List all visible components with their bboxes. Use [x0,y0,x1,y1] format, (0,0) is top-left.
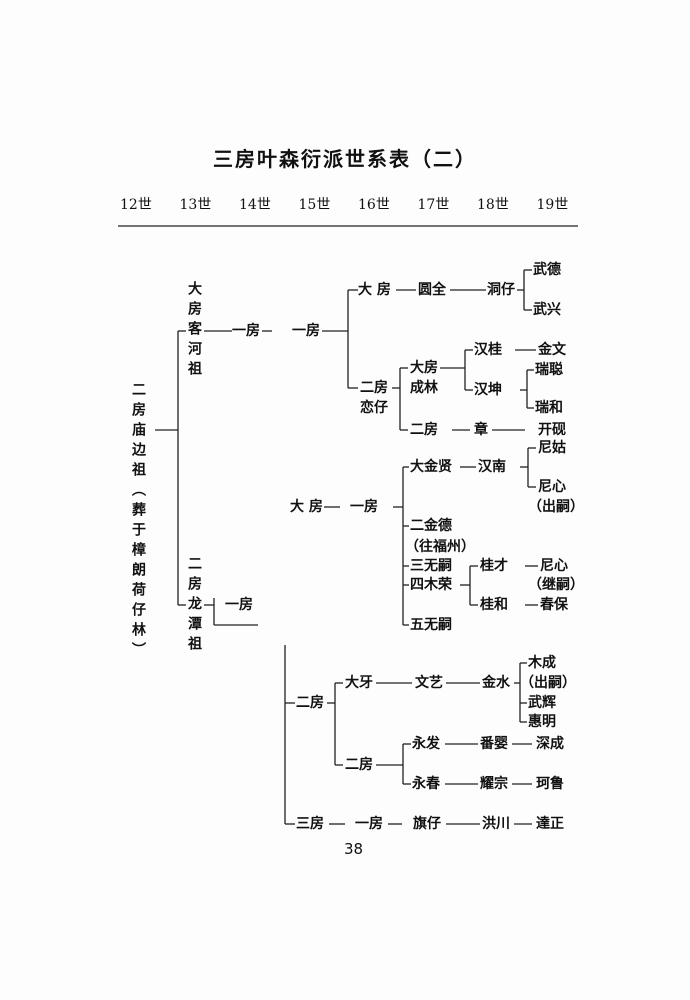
person-fanying: 番婴 [480,736,508,752]
generation-label: 13世 [179,197,212,213]
person-dafang-b: 大房 [410,360,438,376]
person-helu: 珂鲁 [536,776,564,792]
generation-label: 17世 [417,197,450,213]
person-hangui: 汉桂 [474,342,502,358]
person-erfang-a: 二房 [360,380,388,396]
person-root: 二房庙边祖（葬于樟朗荷仔林） [130,382,146,662]
person-mucheng: 木成 [528,655,556,671]
person-wangfuzhou: （往福州） [405,539,475,555]
person-erfang-d: 二房 [345,757,373,773]
person-wuxing: 武兴 [533,302,561,318]
person-wude: 武德 [533,262,561,278]
generation-label: 16世 [358,197,390,213]
person-erjinde: 二金德 [410,518,452,534]
person-jinwen: 金文 [538,342,566,358]
person-shencheng: 深成 [536,736,564,752]
person-yaozong: 耀宗 [480,776,508,792]
person-simurong: 四木荣 [410,577,452,593]
person-chusi-b: （出嗣） [520,675,576,691]
person-hankun: 汉坤 [474,382,502,398]
person-wuhui: 武辉 [528,695,556,711]
person-sanfang: 三房 [296,816,324,832]
generation-label: 15世 [298,197,331,213]
person-dafang-a: 大 房 [358,282,391,298]
person-guicai: 桂才 [480,558,508,574]
generation-label: 14世 [239,197,271,213]
page-title: 三房叶森衍派世系表（二） [213,147,477,171]
person-erfang-c: 二房 [296,695,324,711]
generation-header: 12世 13世 14世 15世 16世 17世 18世 19世 [120,194,600,214]
person-yongfa: 永发 [412,736,440,752]
person-kaiyan: 开砚 [538,422,566,438]
person-ruihe: 瑞和 [535,400,563,416]
person-nigu: 尼姑 [538,440,566,456]
person-kehe-g15: 一房 [292,323,320,339]
person-kehe-g14: 一房 [232,323,260,339]
person-qizai: 旗仔 [413,816,441,832]
person-chusi-a: （出嗣） [528,499,584,515]
person-wenyi: 文艺 [415,675,443,691]
person-dongzai: 洞仔 [487,282,515,298]
person-ruicong: 瑞聪 [535,362,563,378]
person-erfang-b: 二房 [410,422,438,438]
person-guihe: 桂和 [480,597,508,613]
person-yuanquan: 圆全 [418,282,446,298]
person-longtan-g14: 一房 [225,597,253,613]
person-huiming: 惠明 [528,714,556,730]
generation-label: 12世 [120,197,152,213]
person-hongchuan: 洪川 [482,816,510,832]
person-dajinxian: 大金贤 [410,459,452,475]
person-hannan: 汉南 [478,459,506,475]
person-yongchun: 永春 [412,776,440,792]
page-number: 38 [344,840,364,858]
person-sanwusi: 三无嗣 [410,558,452,574]
person-longtan: 二房龙潭祖 [186,556,202,656]
person-zhang: 章 [474,422,488,438]
person-dafang-c: 大 房 [290,499,323,515]
person-yifang-c: 一房 [350,499,378,515]
person-kehe: 大房客河祖 [186,281,202,381]
person-dazheng: 達正 [536,816,564,832]
person-jisi: （继嗣） [528,577,584,593]
person-nixin-b: 尼心 [540,558,568,574]
generation-label: 18世 [477,197,509,213]
person-daya: 大牙 [345,675,373,691]
generation-label: 19世 [536,197,569,213]
person-jinshui: 金水 [482,675,510,691]
person-chunbao: 春保 [540,597,568,613]
person-chenglin: 成林 [410,380,438,396]
person-yifang-d: 一房 [355,816,383,832]
person-lianzai: 恋仔 [360,400,388,416]
person-wuwusi: 五无嗣 [410,617,452,633]
person-nixin-a: 尼心 [538,479,566,495]
